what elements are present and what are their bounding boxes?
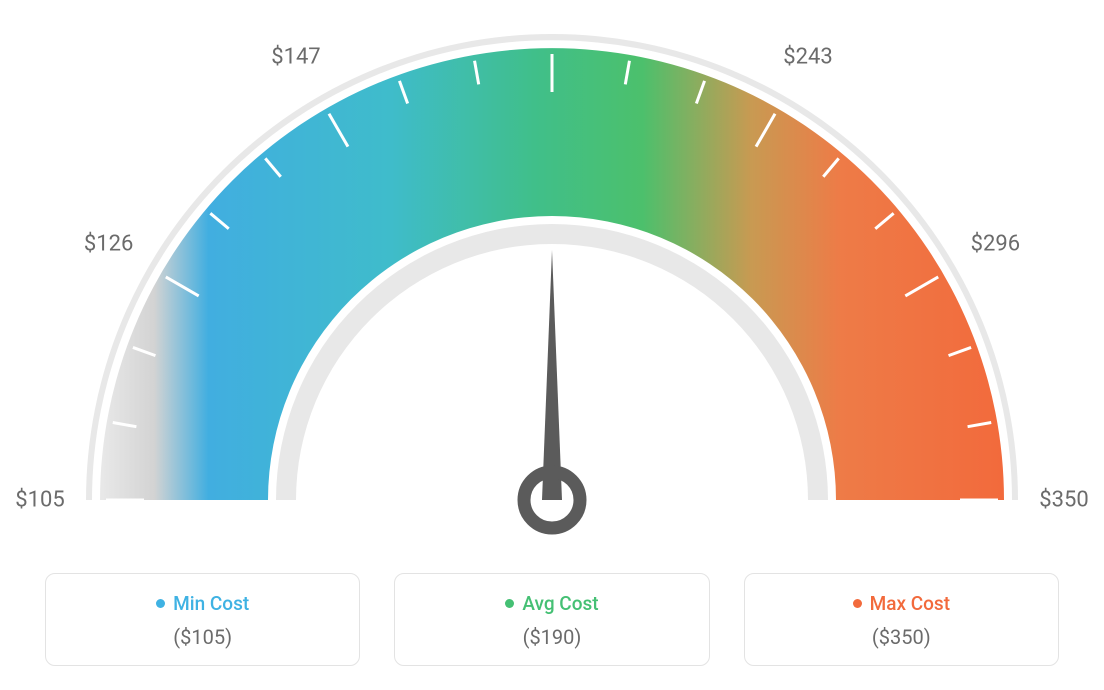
gauge-svg <box>0 0 1104 560</box>
legend-card-min: Min Cost ($105) <box>45 573 360 666</box>
gauge-tick-label: $190 <box>527 0 576 1</box>
legend-value: ($105) <box>56 625 349 649</box>
legend-dot-avg <box>505 599 514 608</box>
legend-card-avg: Avg Cost ($190) <box>394 573 709 666</box>
gauge-tick-label: $350 <box>1039 488 1088 513</box>
gauge-tick-label: $126 <box>84 231 133 256</box>
gauge-tick-label: $296 <box>971 231 1020 256</box>
legend-label: Min Cost <box>173 592 249 615</box>
legend-card-max: Max Cost ($350) <box>744 573 1059 666</box>
legend-title: Avg Cost <box>505 592 598 615</box>
legend-value: ($190) <box>405 625 698 649</box>
legend-label: Max Cost <box>870 592 950 615</box>
legend-row: Min Cost ($105) Avg Cost ($190) Max Cost… <box>45 573 1059 666</box>
legend-dot-min <box>156 599 165 608</box>
gauge-chart: $105 $126 $147 $190 $243 $296 $350 <box>0 0 1104 560</box>
legend-label: Avg Cost <box>522 592 598 615</box>
legend-title: Min Cost <box>156 592 249 615</box>
gauge-tick-label: $147 <box>271 44 320 69</box>
gauge-tick-label: $243 <box>783 44 832 69</box>
legend-title: Max Cost <box>853 592 950 615</box>
legend-value: ($350) <box>755 625 1048 649</box>
gauge-tick-label: $105 <box>15 488 64 513</box>
legend-dot-max <box>853 599 862 608</box>
